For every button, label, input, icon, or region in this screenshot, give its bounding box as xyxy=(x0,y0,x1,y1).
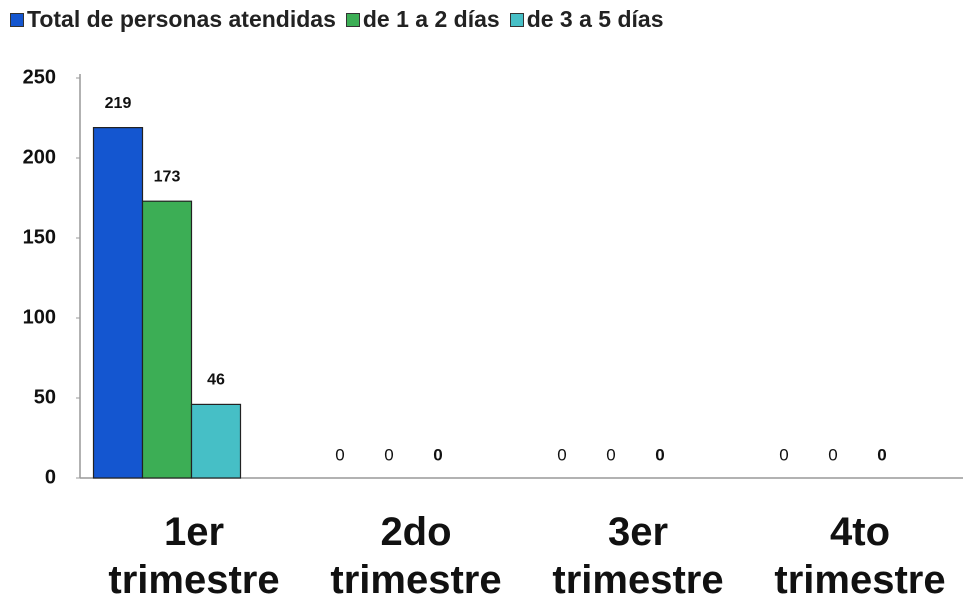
data-label: 0 xyxy=(606,445,615,464)
legend-swatch xyxy=(10,12,24,27)
bar xyxy=(92,126,144,479)
data-label: 0 xyxy=(384,445,393,464)
bar xyxy=(141,200,193,479)
legend-item: de 3 a 5 días xyxy=(509,6,664,33)
data-label: 173 xyxy=(154,168,181,185)
data-label: 219 xyxy=(105,95,132,112)
x-tick-label: 1er trimestre xyxy=(108,510,280,602)
data-label: 0 xyxy=(557,445,566,464)
y-tick-label: 0 xyxy=(45,466,56,488)
x-tick-label: 2do trimestre xyxy=(330,510,502,602)
legend-item: Total de personas atendidas xyxy=(10,6,336,33)
bar xyxy=(190,403,242,479)
legend-label: Total de personas atendidas xyxy=(27,6,336,32)
y-tick-label: 200 xyxy=(23,146,56,168)
legend-swatch xyxy=(345,12,360,27)
y-tick-label: 250 xyxy=(23,66,56,88)
data-label: 46 xyxy=(207,372,225,389)
legend-swatch xyxy=(509,12,524,27)
y-tick-label: 50 xyxy=(34,386,56,408)
data-label: 0 xyxy=(655,445,664,464)
x-tick-label: 4to trimestre xyxy=(774,510,946,602)
legend-label: de 3 a 5 días xyxy=(526,6,664,32)
legend-label: de 1 a 2 días xyxy=(362,6,500,32)
y-tick-label: 100 xyxy=(23,306,56,328)
data-label: 0 xyxy=(335,445,344,464)
y-tick-label: 150 xyxy=(23,226,56,248)
legend-item: de 1 a 2 días xyxy=(345,6,500,33)
data-label: 0 xyxy=(828,445,837,464)
data-label: 0 xyxy=(779,445,788,464)
data-label: 0 xyxy=(877,445,886,464)
data-label: 0 xyxy=(433,445,442,464)
legend: Total de personas atendidas de 1 a 2 días… xyxy=(10,6,664,33)
x-tick-label: 3er trimestre xyxy=(552,510,724,602)
